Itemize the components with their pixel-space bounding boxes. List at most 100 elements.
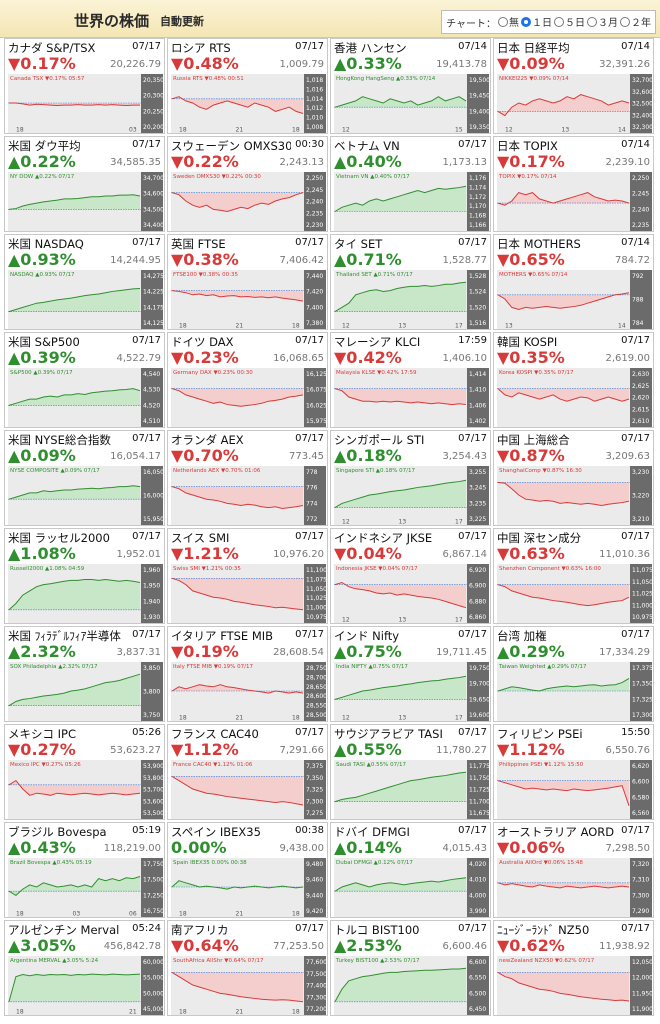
market-card[interactable]: トルコ BIST100 07/17 ▲2.53% 6,600.46 Turkey BIS…: [330, 920, 491, 1016]
market-name: シンガポール STI: [334, 433, 425, 447]
market-card[interactable]: ドバイ DFMGI 07/17 ▲0.14% 4,015.43 Dubai DFMGI …: [330, 822, 491, 918]
market-mini-chart[interactable]: Singapore STI ▲0.18% 07/17 3,255 3,245 3,23…: [334, 466, 489, 525]
market-card[interactable]: シンガポール STI 07/17 ▲0.18% 3,254.43 Singapore S…: [330, 430, 491, 526]
market-mini-chart[interactable]: India NIFTY ▲0.75% 07/17 19,750 19,700 19,6…: [334, 662, 489, 721]
market-mini-chart[interactable]: FTSE100 ▼0.38% 00:35 7,440 7,420 7,400 7,380…: [171, 270, 326, 329]
market-card[interactable]: マレーシア KLCI 17:59 ▼0.42% 1,406.10 Malaysia KL…: [330, 332, 491, 428]
market-mini-chart[interactable]: Germany DAX ▼0.23% 00:30 16,125 16,075 16,0…: [171, 368, 326, 427]
market-card[interactable]: オーストラリア AORD 07/17 ▼0.06% 7,298.50 Australia…: [493, 822, 654, 918]
market-mini-chart[interactable]: Argentina MERVAL ▲3.05% 5:24 60,000 55,000…: [8, 956, 163, 1015]
market-mini-chart[interactable]: MOTHERS ▼0.65% 07/14 792 788 784 13 14: [497, 270, 652, 329]
market-mini-chart[interactable]: Italy FTSE MIB ▼0.19% 07/17 28,750 28,700 2…: [171, 662, 326, 721]
market-card[interactable]: 香港 ハンセン 07/14 ▲0.33% 19,413.78 HongKong Hang…: [330, 38, 491, 134]
chart-axis-panel: [141, 662, 163, 721]
market-mini-chart[interactable]: Saudi TASI ▲0.55% 07/17 11,775 11,750 11,72…: [334, 760, 489, 819]
market-mini-chart[interactable]: NIKKEI225 ▼0.09% 07/14 32,700 32,600 32,500…: [497, 74, 652, 133]
market-mini-chart[interactable]: Mexico IPC ▼0.27% 05:26 53,900 53,800 53,70…: [8, 760, 163, 819]
chart-option-2[interactable]: ５日: [552, 14, 585, 29]
market-mini-chart[interactable]: Malaysia KLSE ▼0.42% 17:59 1,414 1,410 1,40…: [334, 368, 489, 427]
chart-option-3[interactable]: ３月: [585, 14, 618, 29]
radio-icon[interactable]: [521, 16, 531, 27]
date-tick-label: 21: [129, 1009, 137, 1016]
market-card[interactable]: ロシア RTS 07/17 ▼0.48% 1,009.79 Russia RTS ▼0.…: [167, 38, 328, 134]
market-value: 2,243.13: [279, 157, 324, 168]
market-mini-chart[interactable]: Turkey BIST100 ▲2.53% 07/17 6,600 6,550 6,5…: [334, 956, 489, 1015]
axis-tick-label: 3,210: [632, 516, 649, 523]
market-card[interactable]: インドネシア JKSE 07/17 ▼0.04% 6,867.14 Indonesia …: [330, 528, 491, 624]
market-name: 中国 深セン成分: [497, 531, 582, 545]
market-card[interactable]: ﾆｭｰｼﾞｰﾗﾝﾄﾞ NZ50 07/17 ▼0.62% 11,938.92 newZe…: [493, 920, 654, 1016]
market-mini-chart[interactable]: NYSE COMPOSITE ▲0.09% 07/17 16,050 16,000 1…: [8, 466, 163, 525]
market-mini-chart[interactable]: Philippines PSEi ▼1.12% 15:50 6,620 6,600 6…: [497, 760, 652, 819]
market-mini-chart[interactable]: Korea KOSPI ▼0.35% 07/17 2,630 2,625 2,620 2…: [497, 368, 652, 427]
chart-label: FTSE100 ▼0.38% 00:35: [173, 272, 238, 278]
chart-option-1[interactable]: １日: [519, 14, 552, 29]
market-card[interactable]: ブラジル Bovespa 05:19 ▲0.43% 118,219.00 Brazil …: [4, 822, 165, 918]
market-card[interactable]: 米国 ﾌｨﾗﾃﾞﾙﾌｨｱ半導体 07/17 ▲2.32% 3,837.31 SOX Ph…: [4, 626, 165, 722]
market-card[interactable]: スウェーデン OMXS30 00:30 ▼0.22% 2,243.13 Sweden O…: [167, 136, 328, 232]
market-mini-chart[interactable]: SouthAfrica AllShr ▼0.64% 07/17 77,600 77,…: [171, 956, 326, 1015]
market-card[interactable]: スペイン IBEX35 00:38 0.00% 9,438.00 Spain IBEX3…: [167, 822, 328, 918]
market-card[interactable]: 米国 NASDAQ 07/17 ▲0.93% 14,244.95 NASDAQ ▲0.9…: [4, 234, 165, 330]
market-mini-chart[interactable]: Shenzhen Component ▼0.63% 16:00 11,075 11,…: [497, 564, 652, 623]
market-card[interactable]: タイ SET 07/17 ▲0.71% 1,528.77 Thailand SET ▲0…: [330, 234, 491, 330]
market-card[interactable]: 中国 深セン成分 07/17 ▼0.63% 11,010.36 Shenzhen Com…: [493, 528, 654, 624]
market-mini-chart[interactable]: SOX Philadelphia ▲2.32% 07/17 3,850 3,800 3…: [8, 662, 163, 721]
market-mini-chart[interactable]: Russia RTS ▼0.48% 00:51 1,018 1,016 1,014 1,…: [171, 74, 326, 133]
market-mini-chart[interactable]: NASDAQ ▲0.93% 07/17 14,275 14,225 14,175 14,…: [8, 270, 163, 329]
market-card[interactable]: カナダ S&P/TSX 07/17 ▼0.17% 20,226.79 Canada TS…: [4, 38, 165, 134]
market-mini-chart[interactable]: NY DOW ▲0.22% 07/17 34,700 34,600 34,500 34,…: [8, 172, 163, 231]
market-mini-chart[interactable]: Netherlands AEX ▼0.70% 01:06 778 776 774 772: [171, 466, 326, 525]
market-card[interactable]: 米国 S&P500 07/17 ▲0.39% 4,522.79 S&P500 ▲0.39…: [4, 332, 165, 428]
market-mini-chart[interactable]: HongKong HangSeng ▲0.33% 07/14 19,500 19,4…: [334, 74, 489, 133]
axis-tick-label: 2,615: [632, 406, 649, 413]
market-card[interactable]: 日本 MOTHERS 07/14 ▼0.65% 784.72 MOTHERS ▼0.65…: [493, 234, 654, 330]
market-mini-chart[interactable]: Russell2000 ▲1.08% 04:59 1,960 1,950 1,940 1…: [8, 564, 163, 623]
market-mini-chart[interactable]: S&P500 ▲0.39% 07/17 4,540 4,530 4,520 4,510: [8, 368, 163, 427]
market-card[interactable]: 日本 TOPIX 07/14 ▼0.17% 2,239.10 TOPIX ▼0.17% …: [493, 136, 654, 232]
market-mini-chart[interactable]: Vietnam VN ▲0.40% 07/17 1,176 1,174 1,172 1,…: [334, 172, 489, 231]
radio-icon[interactable]: [498, 16, 508, 27]
market-card[interactable]: アルゼンチン Merval 05:24 ▲3.05% 456,842.78 Argent…: [4, 920, 165, 1016]
market-card[interactable]: 日本 日経平均 07/14 ▼0.09% 32,391.26 NIKKEI225 ▼0.…: [493, 38, 654, 134]
radio-icon[interactable]: [587, 16, 597, 27]
radio-icon[interactable]: [620, 16, 630, 27]
market-card[interactable]: 台湾 加権 07/17 ▲0.29% 17,334.29 Taiwan Weighted…: [493, 626, 654, 722]
price-line: [497, 882, 630, 889]
market-mini-chart[interactable]: Canada TSX ▼0.17% 05:57 20,350 20,300 20,25…: [8, 74, 163, 133]
market-mini-chart[interactable]: Spain IBEX35 0.00% 00:38 9,480 9,460 9,440 9…: [171, 858, 326, 917]
radio-icon[interactable]: [554, 16, 564, 27]
market-mini-chart[interactable]: Dubai DFMGI ▲0.12% 07/17 4,020 4,010 4,000 3…: [334, 858, 489, 917]
market-card[interactable]: フィリピン PSEi 15:50 ▼1.12% 6,550.76 Philippines…: [493, 724, 654, 820]
market-card[interactable]: インド Nifty 07/17 ▲0.75% 19,711.45 India NIFTY…: [330, 626, 491, 722]
market-card[interactable]: オランダ AEX 07/17 ▼0.70% 773.45 Netherlands AEX…: [167, 430, 328, 526]
market-card[interactable]: 米国 NYSE総合指数 07/17 ▲0.09% 16,054.17 NYSE COMP…: [4, 430, 165, 526]
market-mini-chart[interactable]: Thailand SET ▲0.71% 07/17 1,528 1,524 1,520…: [334, 270, 489, 329]
market-card[interactable]: サウジアラビア TASI 07/17 ▲0.55% 11,780.27 Saudi TA…: [330, 724, 491, 820]
axis-tick-label: 2,245: [306, 187, 323, 194]
market-mini-chart[interactable]: newZealand NZX50 ▼0.62% 07/17 12,050 12,00…: [497, 956, 652, 1015]
market-card[interactable]: フランス CAC40 07/17 ▼1.12% 7,291.66 France CAC4…: [167, 724, 328, 820]
market-mini-chart[interactable]: Swiss SMI ▼1.21% 00:35 11,100 11,075 11,050…: [171, 564, 326, 623]
market-card[interactable]: ベトナム VN 07/17 ▲0.40% 1,173.13 Vietnam VN ▲0.…: [330, 136, 491, 232]
market-card[interactable]: ドイツ DAX 07/17 ▼0.23% 16,068.65 Germany DAX ▼…: [167, 332, 328, 428]
chart-option-4[interactable]: ２年: [618, 14, 651, 29]
market-mini-chart[interactable]: TOPIX ▼0.17% 07/14 2,250 2,245 2,240 2,235: [497, 172, 652, 231]
market-card[interactable]: 中国 上海総合 07/17 ▼0.87% 3,209.63 ShanghaiComp ▼…: [493, 430, 654, 526]
market-card[interactable]: 米国 ラッセル2000 07/17 ▲1.08% 1,952.01 Russell200…: [4, 528, 165, 624]
market-card[interactable]: スイス SMI 07/17 ▼1.21% 10,976.20 Swiss SMI ▼1.…: [167, 528, 328, 624]
market-card[interactable]: 英国 FTSE 07/17 ▼0.38% 7,406.42 FTSE100 ▼0.38%…: [167, 234, 328, 330]
market-card[interactable]: メキシコ IPC 05:26 ▼0.27% 53,623.27 Mexico IPC ▼…: [4, 724, 165, 820]
market-mini-chart[interactable]: France CAC40 ▼1.12% 01:06 7,375 7,350 7,325…: [171, 760, 326, 819]
market-mini-chart[interactable]: Sweden OMXS30 ▼0.22% 00:30 2,250 2,245 2,24…: [171, 172, 326, 231]
market-card[interactable]: 韓国 KOSPI 07/17 ▼0.35% 2,619.00 Korea KOSPI ▼…: [493, 332, 654, 428]
market-card[interactable]: イタリア FTSE MIB 07/17 ▼0.19% 28,608.54 Italy F…: [167, 626, 328, 722]
market-card[interactable]: 米国 ダウ平均 07/17 ▲0.22% 34,585.35 NY DOW ▲0.22%…: [4, 136, 165, 232]
market-mini-chart[interactable]: Australia AllOrd ▼0.06% 15:48 7,320 7,310 7…: [497, 858, 652, 917]
market-card[interactable]: 南アフリカ 07/17 ▼0.64% 77,253.50 SouthAfrica All…: [167, 920, 328, 1016]
market-mini-chart[interactable]: ShanghaiComp ▼0.87% 16:30 3,230 3,220 3,210: [497, 466, 652, 525]
market-mini-chart[interactable]: Taiwan Weighted ▲0.29% 07/17 17,375 17,350…: [497, 662, 652, 721]
chart-option-0[interactable]: 無: [496, 14, 519, 29]
market-mini-chart[interactable]: Indonesia JKSE ▼0.04% 07/17 6,920 6,900 6,8…: [334, 564, 489, 623]
market-mini-chart[interactable]: Brazil Bovespa ▲0.43% 05:19 17,750 17,500 1…: [8, 858, 163, 917]
